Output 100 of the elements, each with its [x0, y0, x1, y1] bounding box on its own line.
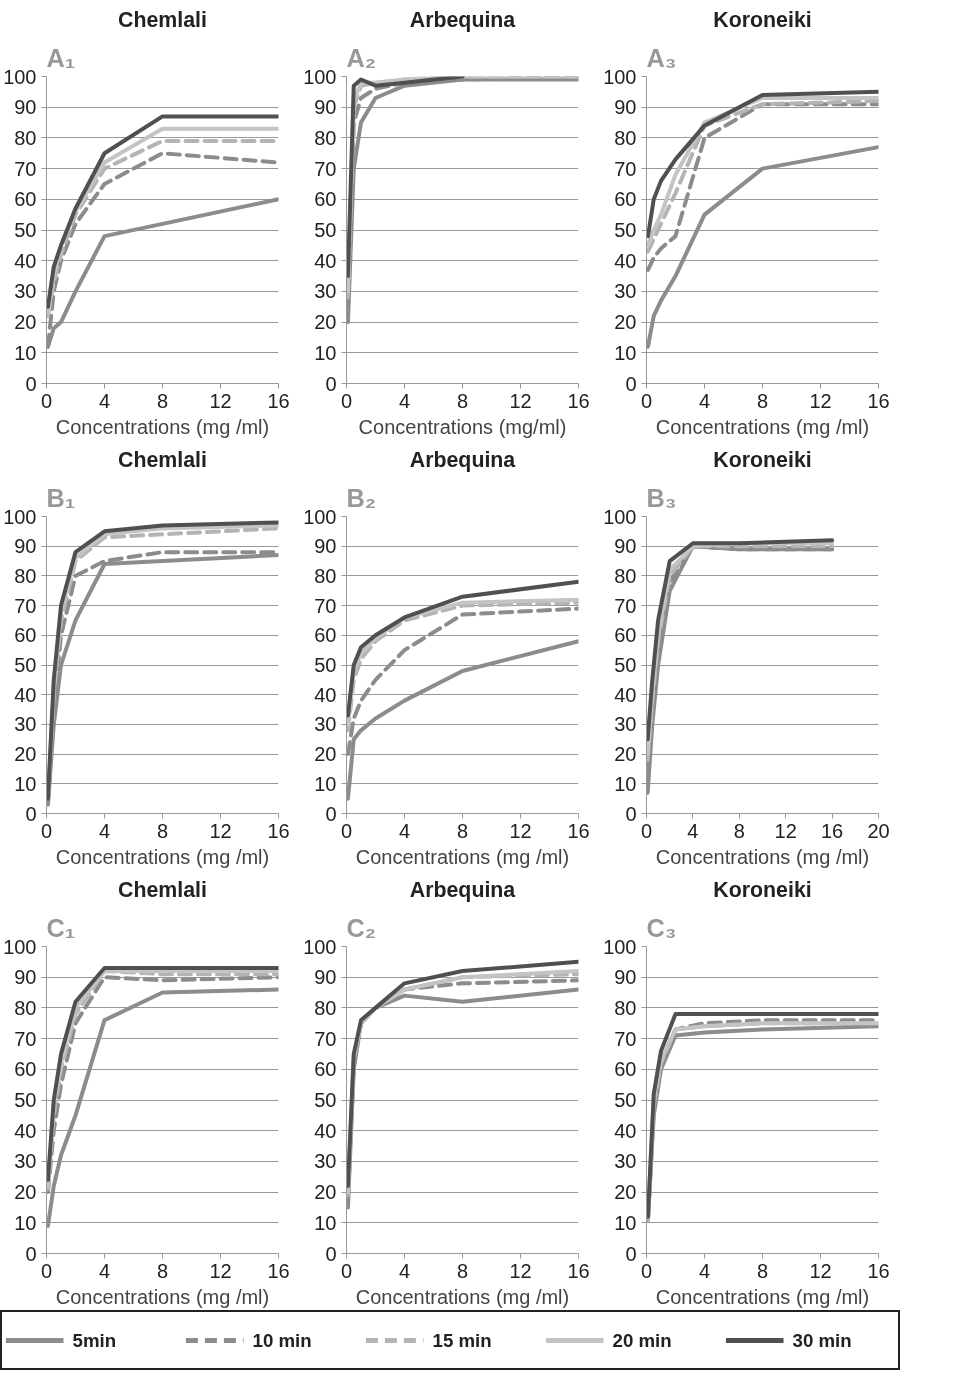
- x-axis-title: Concentrations (mg /ml): [355, 1285, 570, 1308]
- y-tick-label: 10: [614, 1211, 637, 1234]
- y-tick-label: 30: [314, 280, 337, 303]
- x-tick-label: 20: [867, 819, 890, 842]
- y-tick-label: 60: [614, 1058, 637, 1081]
- x-axis-title: Concentrations (mg /ml): [55, 1285, 270, 1308]
- y-tick-label: 20: [314, 311, 337, 334]
- x-tick-label: 12: [509, 1259, 532, 1282]
- y-tick-label: 20: [614, 1181, 637, 1204]
- x-axis-title: Concentrations (mg /ml): [55, 845, 270, 868]
- y-tick-label: 50: [314, 654, 337, 676]
- x-tick-label: 12: [774, 819, 797, 842]
- x-tick-label: 4: [398, 1259, 411, 1282]
- x-tick-label: 8: [156, 1259, 169, 1282]
- y-tick-label: 40: [14, 683, 37, 706]
- chart-title: Chemlali: [118, 447, 207, 472]
- x-tick-label: 0: [640, 1259, 653, 1282]
- y-tick-label: 0: [25, 372, 37, 395]
- x-tick-label: 12: [809, 1259, 832, 1282]
- y-tick-label: 30: [614, 280, 637, 303]
- x-tick-label: 16: [267, 1259, 290, 1282]
- y-tick-label: 70: [314, 594, 337, 617]
- y-tick-label: 100: [303, 935, 337, 958]
- x-tick-label: 0: [340, 389, 353, 412]
- y-tick-label: 90: [614, 96, 637, 119]
- x-tick-label: 12: [509, 389, 532, 412]
- x-axis-title: Concentrations (mg/ml): [358, 415, 567, 438]
- x-tick-label: 8: [456, 819, 469, 842]
- chart-title: Chemlali: [118, 7, 207, 32]
- y-tick-label: 40: [614, 249, 637, 272]
- y-tick-label: 0: [325, 1242, 337, 1265]
- y-tick-label: 60: [314, 188, 337, 211]
- text: A₃: [646, 43, 677, 72]
- y-tick-label: 90: [614, 535, 637, 558]
- legend-label: 10 min: [252, 1330, 312, 1351]
- y-tick-label: 10: [314, 341, 337, 364]
- x-tick-label: 12: [209, 819, 232, 842]
- y-tick-label: 20: [314, 1181, 337, 1204]
- y-tick-label: 30: [14, 280, 37, 303]
- y-tick-label: 50: [614, 654, 637, 676]
- text: C₁: [46, 913, 76, 942]
- x-axis-title: Concentrations (mg /ml): [655, 415, 870, 438]
- y-tick-label: 90: [314, 966, 337, 989]
- x-tick-label: 0: [40, 819, 53, 842]
- y-tick-label: 10: [14, 341, 37, 364]
- legend-label: 30 min: [792, 1330, 852, 1351]
- y-tick-label: 50: [314, 1089, 337, 1111]
- y-tick-label: 80: [314, 996, 337, 1019]
- x-axis-title: Concentrations (mg /ml): [655, 1285, 870, 1308]
- y-tick-label: 40: [14, 249, 37, 272]
- x-tick-label: 12: [209, 389, 232, 412]
- y-tick-label: 50: [314, 219, 337, 241]
- x-tick-label: 12: [809, 389, 832, 412]
- y-tick-label: 30: [314, 1150, 337, 1173]
- y-tick-label: 70: [614, 1027, 637, 1050]
- chart-title: Arbequina: [409, 447, 516, 472]
- y-tick-label: 30: [14, 1150, 37, 1173]
- x-axis-title: Concentrations (mg /ml): [55, 415, 270, 438]
- y-tick-label: 100: [303, 505, 337, 528]
- x-tick-label: 12: [209, 1259, 232, 1282]
- y-tick-label: 50: [14, 1089, 37, 1111]
- y-tick-label: 90: [314, 96, 337, 119]
- y-tick-label: 60: [14, 188, 37, 211]
- text: C₂: [346, 913, 377, 942]
- x-axis-title: Concentrations (mg /ml): [655, 845, 870, 868]
- x-tick-label: 0: [640, 389, 653, 412]
- x-tick-label: 0: [340, 1259, 353, 1282]
- y-tick-label: 30: [614, 1150, 637, 1173]
- x-tick-label: 8: [456, 389, 469, 412]
- text: C₃: [646, 913, 677, 942]
- y-tick-label: 0: [25, 1242, 37, 1265]
- x-tick-label: 12: [509, 819, 532, 842]
- x-tick-label: 16: [820, 819, 844, 842]
- y-tick-label: 50: [614, 1089, 637, 1111]
- y-tick-label: 60: [14, 624, 37, 647]
- text: B₁: [46, 483, 76, 512]
- y-tick-label: 100: [603, 65, 637, 88]
- x-tick-label: 16: [267, 819, 290, 842]
- x-tick-label: 0: [40, 1259, 53, 1282]
- x-tick-label: 4: [398, 389, 411, 412]
- x-tick-label: 8: [756, 389, 769, 412]
- y-tick-label: 10: [14, 1211, 37, 1234]
- y-tick-label: 50: [614, 219, 637, 241]
- y-tick-label: 80: [314, 126, 337, 149]
- y-tick-label: 50: [14, 219, 37, 241]
- y-tick-label: 0: [625, 1242, 637, 1265]
- chart-title: Koroneiki: [713, 7, 812, 32]
- y-tick-label: 90: [14, 96, 37, 119]
- x-tick-label: 4: [698, 1259, 711, 1282]
- legend-label: 15 min: [432, 1330, 492, 1351]
- x-tick-label: 4: [398, 819, 411, 842]
- chart-title: Koroneiki: [713, 447, 812, 472]
- y-tick-label: 80: [14, 564, 37, 587]
- text: A₁: [46, 43, 76, 72]
- text: B₃: [646, 483, 677, 512]
- y-tick-label: 20: [314, 743, 337, 766]
- x-tick-label: 4: [687, 819, 699, 842]
- legend-label: 5min: [72, 1330, 117, 1351]
- x-tick-label: 8: [756, 1259, 769, 1282]
- y-tick-label: 70: [14, 157, 37, 180]
